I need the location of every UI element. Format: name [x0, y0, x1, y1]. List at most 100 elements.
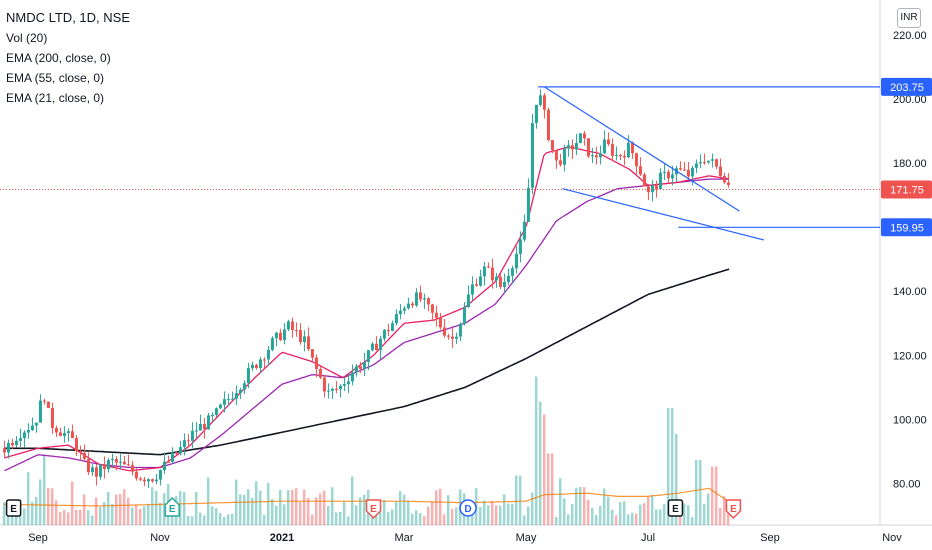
event-marker-e[interactable]: E: [365, 499, 382, 520]
candle-body: [506, 275, 510, 282]
candle-body: [470, 284, 474, 295]
currency-badge[interactable]: INR: [897, 8, 921, 28]
candle-body: [518, 239, 522, 254]
volume-bar: [218, 512, 222, 525]
volume-bar: [290, 489, 294, 525]
candle-body: [158, 470, 162, 480]
candle-body: [590, 155, 594, 157]
candle-body: [290, 321, 294, 331]
event-marker-label: E: [672, 504, 679, 515]
candle-body: [526, 187, 530, 222]
volume-bar: [282, 504, 286, 525]
volume-bar: [342, 501, 346, 525]
candle-body: [398, 310, 402, 315]
candle-body: [234, 393, 238, 399]
candle-body: [574, 142, 578, 150]
candle-body: [94, 467, 98, 477]
event-marker-e[interactable]: E: [164, 496, 180, 517]
volume-bar: [34, 496, 38, 525]
x-tick-label: Sep: [28, 532, 48, 544]
candle-body: [346, 381, 350, 385]
candle-body: [462, 306, 466, 324]
y-tick-label: 180.00: [893, 158, 927, 170]
event-marker-label: E: [169, 504, 176, 515]
volume-bar: [106, 491, 110, 525]
volume-bar: [146, 503, 150, 525]
volume-bar: [558, 478, 562, 525]
candle-body: [334, 388, 338, 390]
candle-body: [34, 422, 38, 426]
last-price-tag: 171.75: [881, 180, 932, 199]
volume-bar: [42, 454, 46, 525]
x-tick-label: Nov: [150, 532, 170, 544]
candle-body: [546, 109, 550, 141]
candle-body: [82, 452, 86, 459]
candle-body: [182, 440, 186, 448]
volume-bar: [454, 507, 458, 525]
x-tick-label: Mar: [395, 532, 414, 544]
volume-bar: [698, 460, 702, 525]
candle-body: [78, 451, 82, 453]
candle-body: [62, 433, 66, 436]
volume-bar: [250, 497, 254, 525]
candle-body: [150, 479, 154, 482]
candle-body: [442, 327, 446, 336]
x-tick-label: May: [516, 532, 537, 544]
candle-body: [202, 423, 206, 430]
candle-body: [454, 336, 458, 339]
event-marker-d[interactable]: D: [459, 499, 477, 517]
event-marker-e[interactable]: E: [725, 499, 742, 520]
event-marker-e[interactable]: E: [5, 499, 22, 517]
volume-bar: [626, 514, 630, 525]
volume-bar: [582, 487, 586, 525]
volume-bar: [138, 508, 142, 525]
candle-body: [138, 478, 142, 480]
volume-bar: [622, 501, 626, 525]
candle-body: [206, 415, 210, 430]
volume-bar: [526, 506, 530, 525]
volume-bar: [502, 494, 506, 525]
volume-bar: [118, 494, 122, 525]
candle-body: [654, 185, 658, 190]
volume-bar: [654, 509, 658, 525]
volume-bar: [190, 516, 194, 525]
volume-bar: [518, 475, 522, 525]
volume-bar: [310, 514, 314, 525]
y-tick-label: 200.00: [893, 94, 927, 106]
volume-bar: [198, 512, 202, 525]
candle-body: [174, 452, 178, 454]
volume-bar: [2, 502, 6, 525]
candle-body: [146, 479, 150, 482]
volume-bar: [590, 507, 594, 525]
volume-bar: [662, 504, 666, 525]
candle-body: [262, 359, 266, 361]
volume-bar: [470, 513, 474, 525]
volume-bar: [142, 506, 146, 525]
volume-bar: [666, 408, 670, 525]
x-tick-label: Nov: [882, 532, 902, 544]
volume-bar: [58, 511, 62, 525]
volume-bar: [494, 505, 498, 525]
candle-body: [14, 440, 18, 446]
candle-body: [606, 139, 610, 144]
volume-bar: [214, 508, 218, 525]
candle-body: [714, 159, 718, 167]
volume-bar: [162, 493, 166, 525]
candle-body: [682, 169, 686, 171]
volume-bar: [594, 515, 598, 525]
volume-bar: [210, 506, 214, 525]
volume-bar: [574, 488, 578, 525]
volume-bar: [670, 408, 674, 525]
volume-bar: [422, 516, 426, 525]
candle-body: [558, 160, 562, 165]
candle-body: [86, 458, 90, 473]
candle-body: [266, 349, 270, 360]
volume-bar: [150, 487, 154, 525]
volume-bar: [334, 512, 338, 525]
volume-bar: [398, 491, 402, 525]
y-tick-label: 220.00: [893, 30, 927, 42]
volume-bar: [70, 481, 74, 525]
candle-body: [566, 145, 570, 149]
event-marker-e[interactable]: E: [667, 499, 684, 517]
